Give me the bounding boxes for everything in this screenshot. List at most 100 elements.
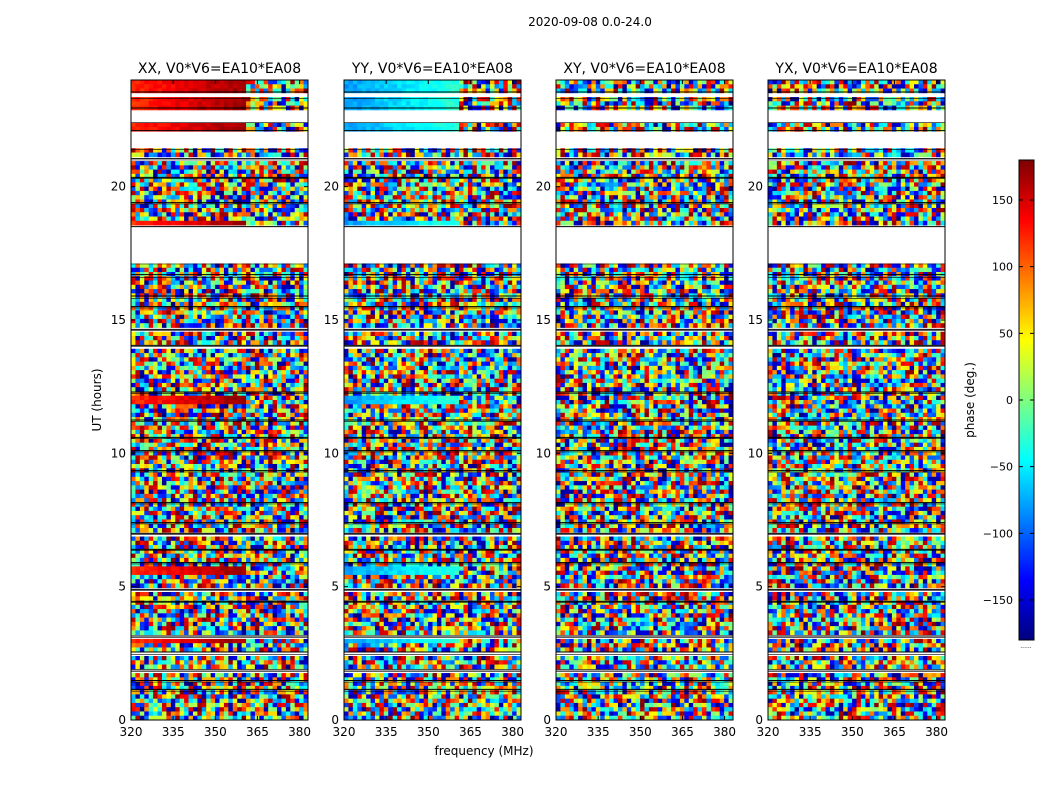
heatmap-cell xyxy=(144,169,150,175)
heatmap-cell xyxy=(210,203,216,209)
heatmap-cell xyxy=(192,412,198,418)
heatmap-cell xyxy=(254,502,260,508)
heatmap-cell xyxy=(206,331,212,337)
heatmap-cell xyxy=(184,101,189,106)
heatmap-cell xyxy=(144,566,150,572)
heatmap-cell xyxy=(184,677,189,682)
heatmap-cell xyxy=(175,408,181,414)
heatmap-cell xyxy=(157,318,163,324)
heatmap-cell xyxy=(254,126,260,132)
heatmap-cell xyxy=(131,553,136,559)
heatmap-cell xyxy=(241,220,247,226)
heatmap-cell xyxy=(184,314,189,320)
heatmap-cell xyxy=(268,429,273,435)
heatmap-cell xyxy=(144,476,150,482)
heatmap-cell xyxy=(215,562,220,567)
heatmap-cell xyxy=(131,400,136,405)
heatmap-cell xyxy=(285,417,291,422)
heatmap-cell xyxy=(144,604,150,610)
heatmap-cell xyxy=(250,404,256,409)
heatmap-cell xyxy=(179,681,185,687)
heatmap-cell xyxy=(290,348,296,354)
heatmap-cell xyxy=(184,566,189,572)
heatmap-cell xyxy=(263,387,269,392)
heatmap-cell xyxy=(281,323,287,328)
heatmap-cell xyxy=(237,297,243,303)
heatmap-cell xyxy=(210,455,216,461)
heatmap-cell xyxy=(153,557,158,563)
heatmap-cell xyxy=(144,382,150,388)
heatmap-cell xyxy=(246,208,251,213)
heatmap-cell xyxy=(166,314,172,320)
heatmap-cell xyxy=(144,84,150,89)
heatmap-cell xyxy=(219,523,225,529)
heatmap-cell xyxy=(219,540,225,546)
heatmap-cell xyxy=(241,365,247,371)
heatmap-cell xyxy=(192,148,198,153)
heatmap-cell xyxy=(201,408,207,414)
heatmap-cell xyxy=(166,148,172,153)
heatmap-cell xyxy=(299,84,304,89)
heatmap-cell xyxy=(303,148,308,153)
heatmap-cell xyxy=(250,284,256,290)
heatmap-cell xyxy=(303,425,308,431)
heatmap-cell xyxy=(206,592,212,597)
heatmap-cell xyxy=(215,190,220,196)
heatmap-cell xyxy=(210,638,216,644)
heatmap-cell xyxy=(144,340,150,345)
heatmap-cell xyxy=(259,421,265,426)
heatmap-cell xyxy=(268,88,273,94)
heatmap-cell xyxy=(259,88,265,94)
heatmap-cell xyxy=(281,557,287,563)
heatmap-cell xyxy=(223,519,229,525)
heatmap-cell xyxy=(272,493,278,499)
heatmap-cell xyxy=(285,216,291,222)
heatmap-cell xyxy=(153,152,158,158)
heatmap-cell xyxy=(144,267,150,273)
heatmap-cell xyxy=(272,528,278,533)
heatmap-cell xyxy=(241,553,247,559)
heatmap-cell xyxy=(166,523,172,529)
heatmap-cell xyxy=(232,280,238,286)
heatmap-cell xyxy=(241,417,247,422)
heatmap-cell xyxy=(250,178,256,183)
heatmap-cell xyxy=(144,280,150,286)
heatmap-cell xyxy=(161,647,167,653)
heatmap-cell xyxy=(219,374,225,380)
heatmap-cell xyxy=(294,540,300,546)
heatmap-cell xyxy=(228,97,234,102)
heatmap-cell xyxy=(250,220,256,226)
heatmap-cell xyxy=(294,621,300,627)
heatmap-cell xyxy=(161,365,167,371)
heatmap-cell xyxy=(263,690,269,695)
heatmap-cell xyxy=(285,374,291,380)
heatmap-cell xyxy=(153,643,158,648)
heatmap-cell xyxy=(254,169,260,175)
heatmap-cell xyxy=(294,557,300,563)
heatmap-cell xyxy=(144,485,150,490)
heatmap-cell xyxy=(219,519,225,525)
heatmap-cell xyxy=(259,357,265,362)
heatmap-cell xyxy=(148,297,154,303)
heatmap-cell xyxy=(197,442,203,448)
heatmap-cell xyxy=(197,510,203,516)
heatmap-cell xyxy=(299,643,304,648)
heatmap-cell xyxy=(131,429,136,435)
heatmap-cell xyxy=(157,161,163,166)
heatmap-cell xyxy=(175,310,181,316)
heatmap-cell xyxy=(210,382,216,388)
heatmap-cell xyxy=(294,408,300,414)
heatmap-cell xyxy=(148,660,154,665)
heatmap-cell xyxy=(285,148,291,153)
heatmap-cell xyxy=(272,297,278,303)
heatmap-cell xyxy=(303,557,308,563)
heatmap-cell xyxy=(241,715,247,720)
heatmap-cell xyxy=(210,707,216,712)
heatmap-cell xyxy=(228,540,234,546)
heatmap-cell xyxy=(272,562,278,567)
heatmap-cell xyxy=(184,212,189,217)
heatmap-cell xyxy=(139,331,145,337)
heatmap-cell xyxy=(285,613,291,618)
heatmap-cell xyxy=(277,685,282,691)
heatmap-cell xyxy=(179,336,185,341)
